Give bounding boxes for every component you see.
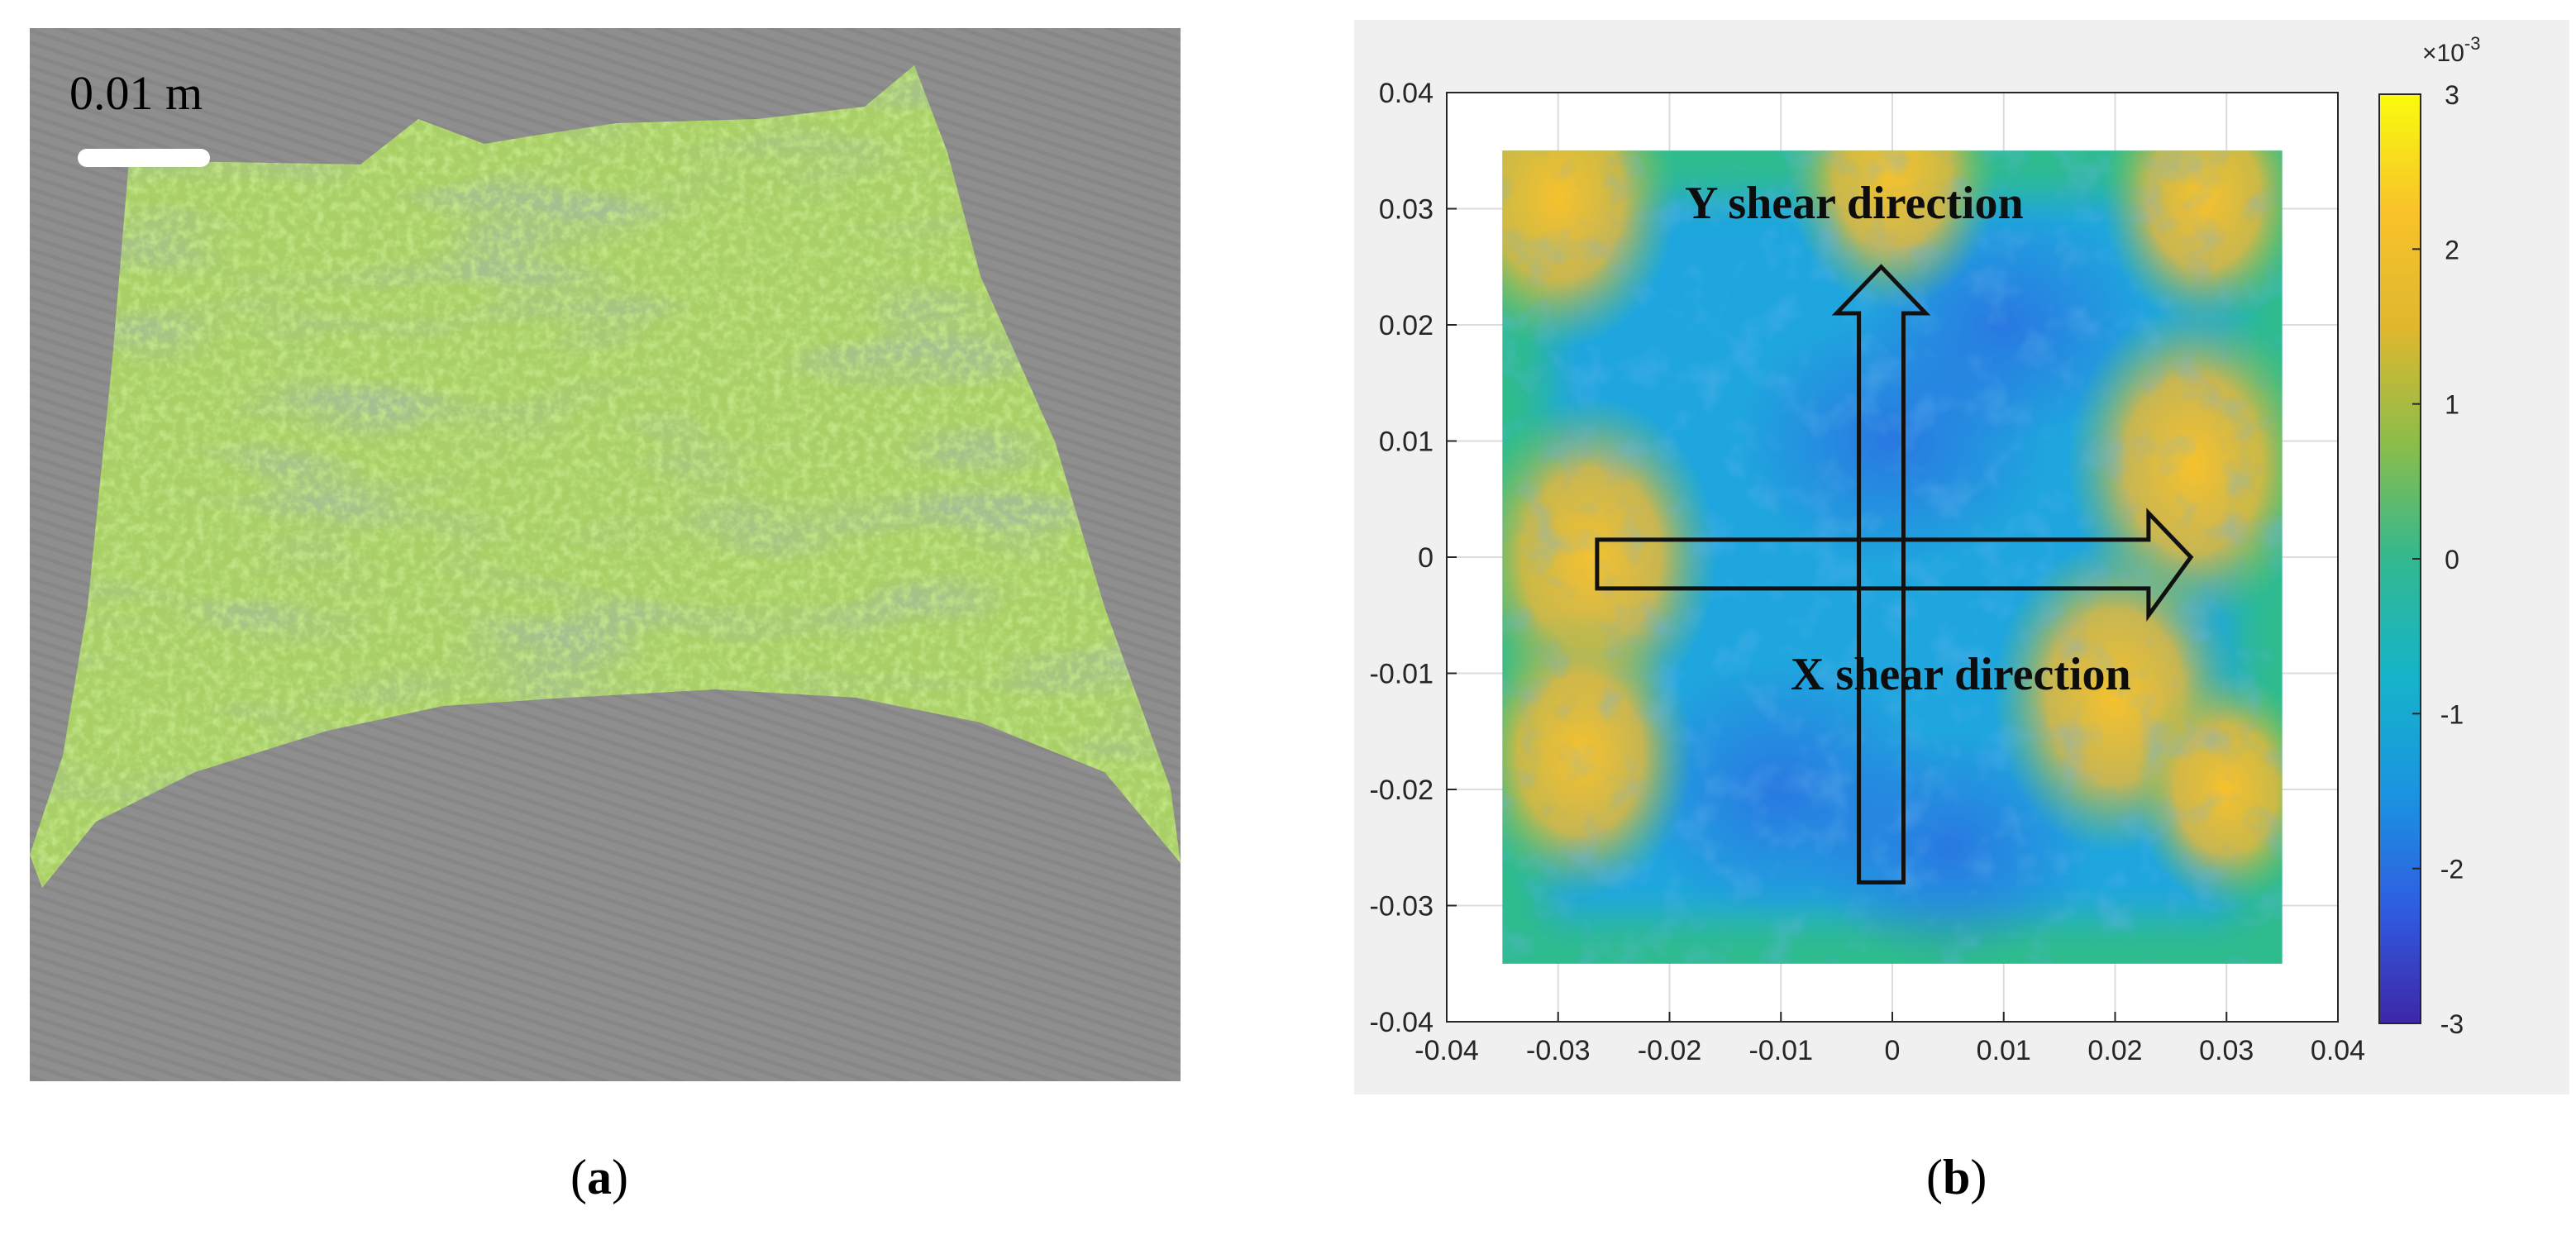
colorbar-tick-label: 1 (2445, 390, 2459, 420)
point-cloud-panel: 0.01 m (30, 28, 1181, 1081)
colorbar-tick-label: 0 (2445, 545, 2459, 575)
scale-label: 0.01 m (69, 66, 203, 120)
x-tick-label: 0 (1885, 1035, 1901, 1066)
x-axis: -0.04 -0.03 -0.02 -0.01 0 0.01 0.02 0.03 0.04 (1414, 1012, 2365, 1066)
heatmap-texture (1502, 150, 2283, 964)
y-tick-label: -0.04 (1370, 1007, 1434, 1038)
x-tick-label: 0.01 (1977, 1035, 2031, 1066)
x-tick-label: -0.01 (1749, 1035, 1814, 1066)
colorbar-axis: 3 2 1 0 -1 -2 -3 (2412, 80, 2464, 1039)
heatmap-chart: -0.04 -0.03 -0.02 -0.01 0 0.01 0.02 0.03 0.04 0.… (1354, 20, 2569, 1094)
colorbar-tick-label: -2 (2440, 855, 2464, 885)
y-tick-label: -0.01 (1370, 659, 1434, 690)
y-tick-label: 0.03 (1379, 194, 1433, 226)
heatmap-field (1502, 150, 2283, 964)
x-tick-label: -0.03 (1526, 1035, 1591, 1066)
caption-a: (a) (570, 1150, 628, 1204)
x-shear-arrow (1595, 508, 2194, 622)
caption-b: (b) (1926, 1150, 1987, 1204)
y-tick-label: 0.04 (1379, 78, 1433, 109)
point-cloud-image: 0.01 m (30, 28, 1181, 1081)
colorbar-tick-label: -3 (2440, 1009, 2464, 1039)
x-tick-label: 0.04 (2311, 1035, 2365, 1066)
y-shear-label: Y shear direction (1685, 178, 2024, 229)
heatmap-panel: -0.04 -0.03 -0.02 -0.01 0 0.01 0.02 0.03 0.04 0.… (1354, 20, 2569, 1094)
y-tick-label: -0.03 (1370, 891, 1434, 923)
colorbar-tick-label: 3 (2445, 80, 2459, 110)
colorbar-tick-label: -1 (2440, 699, 2464, 729)
y-tick-label: 0.02 (1379, 310, 1433, 341)
y-tick-label: 0.01 (1379, 427, 1433, 458)
x-shear-label: X shear direction (1791, 649, 2131, 700)
x-tick-label: 0.03 (2199, 1035, 2254, 1066)
y-shear-arrow (1831, 264, 1931, 885)
colorbar-tick-label: 2 (2445, 235, 2459, 265)
x-tick-label: -0.04 (1414, 1035, 1479, 1066)
x-tick-label: 0.02 (2087, 1035, 2142, 1066)
y-tick-label: -0.02 (1370, 775, 1434, 806)
y-tick-label: 0 (1418, 542, 1433, 574)
colorbar-multiplier: ×10-3 (2422, 33, 2480, 67)
scale-bar (78, 149, 210, 167)
x-tick-label: -0.02 (1638, 1035, 1702, 1066)
y-axis: 0.04 0.03 0.02 0.01 0 -0.01 -0.02 -0.03 -0.04 (1370, 78, 1457, 1038)
